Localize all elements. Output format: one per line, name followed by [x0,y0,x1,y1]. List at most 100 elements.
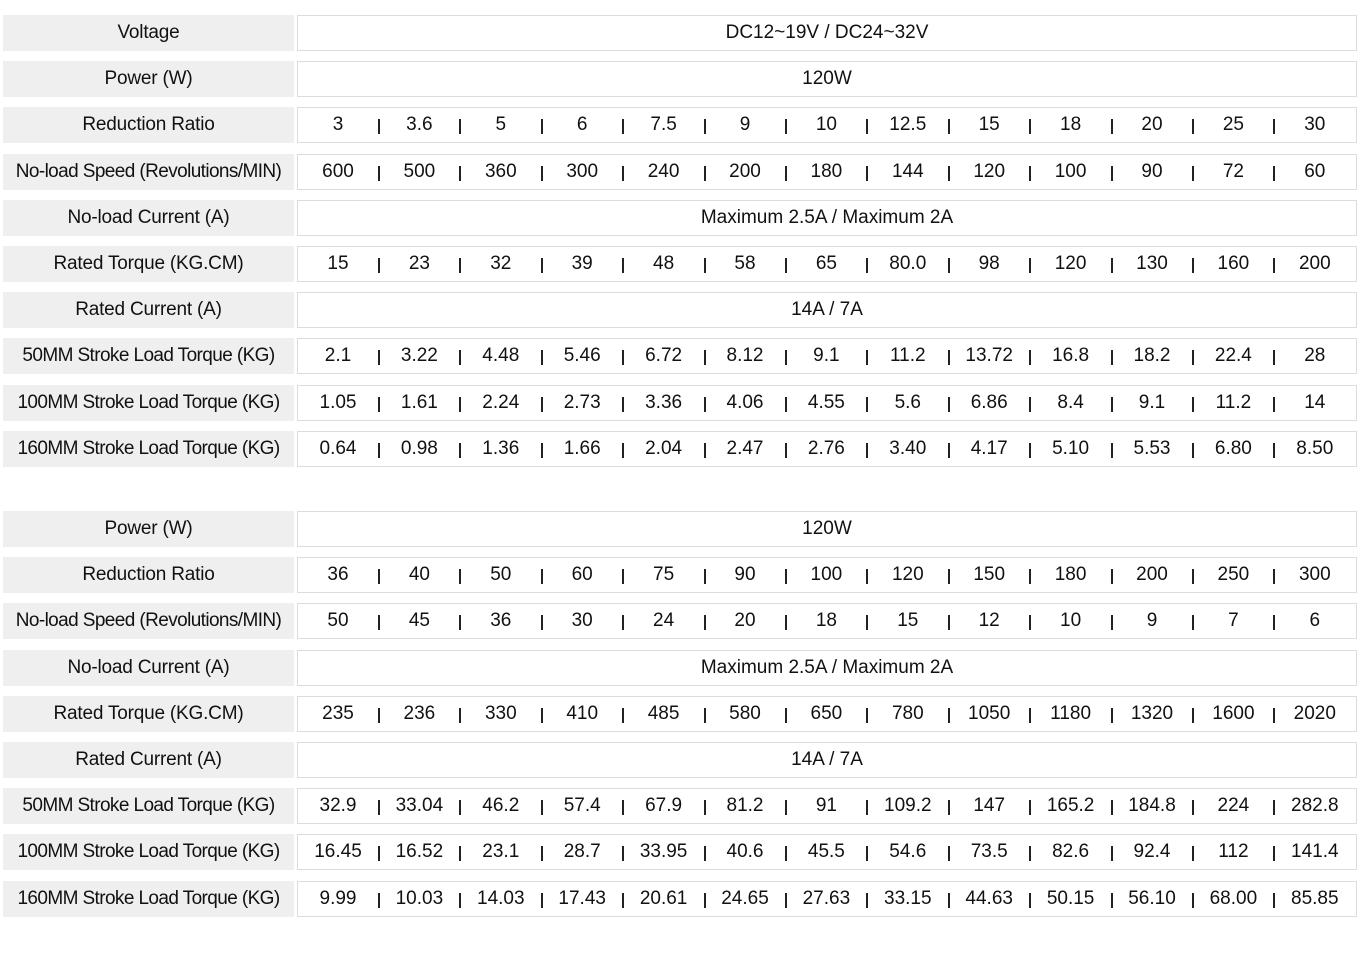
value-cell: 3.36 [645,392,683,413]
value-cell: 2.47 [726,438,764,459]
value-cell: 1050 [968,703,1011,724]
value-cell: 73.5 [970,841,1008,862]
value-cell: 18.2 [1133,345,1171,366]
column-separator [703,708,706,723]
column-separator [378,119,380,134]
column-separator [947,258,950,273]
column-separator [947,119,950,134]
row-label: Rated Current (A) [3,742,294,778]
value-cell: 580 [729,703,761,724]
value-cell: 250 [1217,564,1250,585]
spanning-value: 14A / 7A [791,299,863,320]
row-label: 100MM Stroke Load Torque (KG) [3,834,294,870]
column-separator [947,846,950,861]
column-separator [1029,893,1032,908]
row-values: 120W [297,511,1357,547]
value-cell: 81.2 [726,795,764,816]
value-cell: 50 [327,610,349,631]
column-separator [459,846,462,861]
value-cell: 147 [973,795,1006,816]
column-separator [459,397,462,412]
value-cell: 91 [815,795,837,816]
column-separator [1273,166,1276,181]
value-cell: 9.99 [319,888,357,909]
value-cell: 12.5 [889,114,927,135]
column-separator [622,569,625,584]
value-cell: 60 [571,564,593,585]
value-cell: 45.5 [807,841,845,862]
row-values: 36 40 50 60 75 90 100 120 150 180 200 250 300 [297,557,1357,593]
value-cell: 130 [1136,253,1168,274]
column-separator [947,443,950,458]
value-cell: 1180 [1050,703,1092,724]
spec-row-power-w: Power (W) 120W [0,511,1360,547]
column-separator [785,119,787,134]
column-separator [1192,397,1194,412]
column-separator [622,350,625,365]
value-cell: 4.55 [807,392,845,413]
column-separator [378,166,380,181]
value-cell: 9 [739,114,751,135]
value-cell: 14.03 [477,888,525,909]
value-cell: 224 [1217,795,1250,816]
value-cell: 180 [810,161,843,182]
value-cell: 90 [734,564,756,585]
value-cell: 65 [815,253,837,274]
value-cell: 28 [1304,345,1326,366]
value-cell: 200 [1136,564,1168,585]
row-values: 50 45 36 30 24 20 18 15 12 10 9 7 6 [297,603,1357,639]
column-separator [1110,119,1113,134]
column-separator [1273,708,1276,723]
column-separator [1110,350,1113,365]
column-separator [1029,258,1032,273]
value-cell: 54.6 [889,841,927,862]
column-separator [622,893,625,908]
column-separator [1273,397,1276,412]
value-cell: 75 [653,564,675,585]
column-separator [785,708,787,723]
column-separator [459,800,462,815]
column-separator [1192,800,1194,815]
column-separator [1110,443,1113,458]
value-cell: 27.63 [802,888,851,909]
value-cell: 6.72 [645,345,683,366]
spec-row-50mm-stroke-load-torque-kg: 50MM Stroke Load Torque (KG) 2.1 3.22 4.48 5… [0,338,1360,374]
value-cell: 100 [810,564,843,585]
row-label: Power (W) [3,61,294,97]
column-separator [1273,893,1276,908]
value-cell: 2020 [1293,703,1336,724]
row-label: No-load Current (A) [3,650,294,686]
value-cell: 32 [490,253,512,274]
column-separator [1192,350,1194,365]
row-label: 50MM Stroke Load Torque (KG) [3,788,294,824]
column-separator [1110,800,1113,815]
column-separator [540,258,543,273]
column-separator [1029,119,1032,134]
value-cell: 24.65 [721,888,769,909]
spanning-value: 120W [802,68,852,89]
column-separator [540,443,543,458]
value-cell: 16.8 [1052,345,1090,366]
value-cell: 92.4 [1133,841,1171,862]
row-label: 100MM Stroke Load Torque (KG) [3,385,294,421]
column-separator [378,397,380,412]
value-cell: 3 [332,114,344,135]
row-values: 15 23 32 39 48 58 65 80.0 98 120 130 160 200 [297,246,1357,282]
row-values: 600 500 360 300 240 200 180 144 120 100 90 72 60 [297,154,1357,190]
value-cell: 48 [653,253,675,274]
row-values: 0.64 0.98 1.36 1.66 2.04 2.47 2.76 3.40 4.17 5.10… [297,431,1357,467]
column-separator [540,846,543,861]
row-values: Maximum 2.5A / Maximum 2A [297,200,1357,236]
value-cell: 144 [891,161,924,182]
value-cell: 2.73 [563,392,601,413]
value-cell: 36 [327,564,349,585]
column-separator [540,119,543,134]
value-cell: 11.2 [1215,392,1252,413]
column-separator [703,258,706,273]
value-cell: 6 [576,114,588,135]
column-separator [1110,397,1113,412]
value-cell: 5.6 [894,392,921,413]
value-cell: 650 [810,703,843,724]
column-separator [622,258,625,273]
column-separator [785,166,787,181]
